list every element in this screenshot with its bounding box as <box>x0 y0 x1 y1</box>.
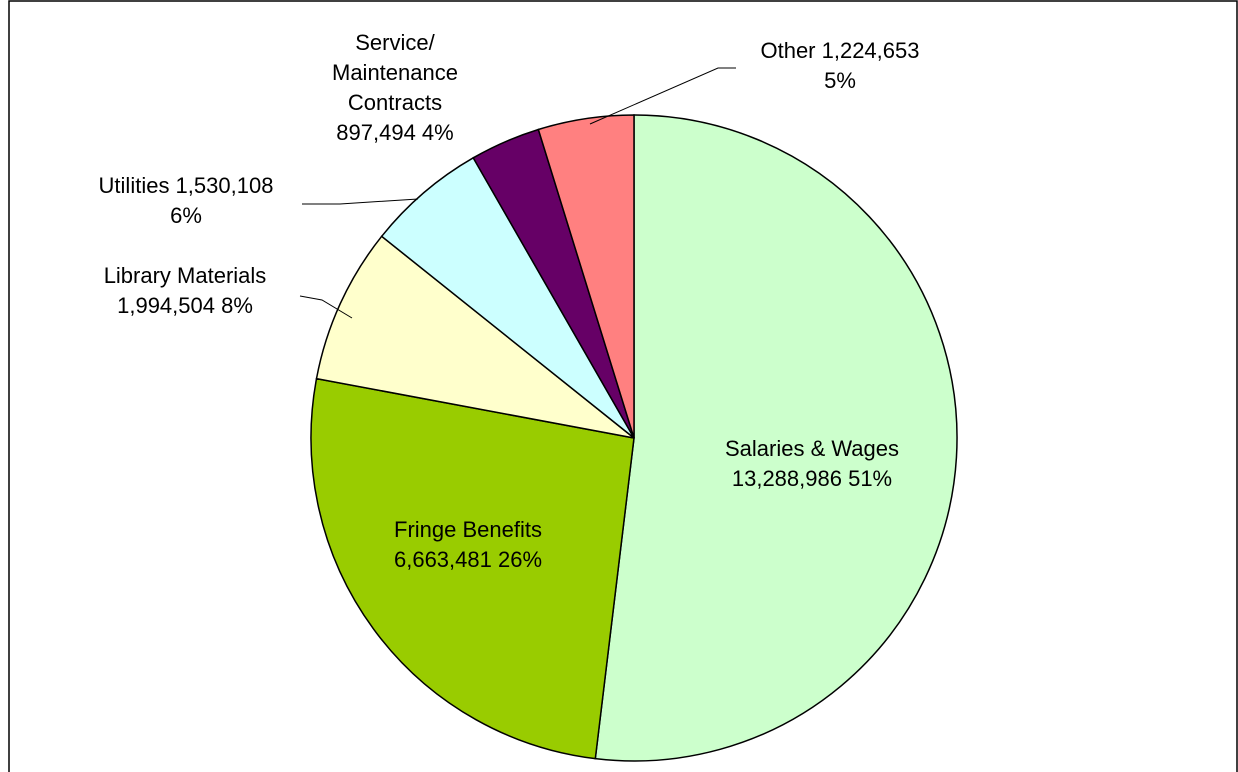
label-line-utilities: 6% <box>170 203 202 228</box>
slice-labels: Salaries & Wages 13,288,986 51% Fringe Ben… <box>99 30 920 572</box>
label-line-salaries-wages: 13,288,986 51% <box>732 466 892 491</box>
label-other: Other 1,224,653 5% <box>760 38 919 93</box>
label-line-salaries-wages: Salaries & Wages <box>725 436 899 461</box>
slice-utilities <box>380 156 635 439</box>
label-line-service-maintenance: Contracts <box>348 90 442 115</box>
label-line-service-maintenance: Service/ <box>355 30 435 55</box>
pie-slices <box>310 114 958 762</box>
label-line-other: 5% <box>824 68 856 93</box>
label-line-service-maintenance: 897,494 4% <box>336 120 453 145</box>
label-line-library-materials: Library Materials <box>104 263 267 288</box>
chart-frame <box>8 0 1238 772</box>
label-fringe-benefits: Fringe Benefits 6,663,481 26% <box>394 517 542 572</box>
label-line-fringe-benefits: 6,663,481 26% <box>394 547 542 572</box>
slice-library-materials <box>315 235 635 439</box>
label-service-maintenance: Service/Maintenance Contracts 897,494 4% <box>332 30 458 145</box>
slice-other <box>537 114 635 439</box>
label-salaries-wages: Salaries & Wages 13,288,986 51% <box>725 436 899 491</box>
leader-line-utilities <box>302 198 419 205</box>
label-line-service-maintenance: Maintenance <box>332 60 458 85</box>
label-line-fringe-benefits: Fringe Benefits <box>394 517 542 542</box>
leader-line-library-materials <box>299 295 353 319</box>
leader-lines <box>299 67 736 319</box>
label-utilities: Utilities 1,530,108 6% <box>99 173 274 228</box>
slice-salaries-wages <box>594 114 958 762</box>
label-line-other: Other 1,224,653 <box>760 38 919 63</box>
label-line-utilities: Utilities 1,530,108 <box>99 173 274 198</box>
leader-line-other <box>589 67 736 125</box>
label-line-library-materials: 1,994,504 8% <box>117 293 253 318</box>
label-library-materials: Library Materials 1,994,504 8% <box>104 263 267 318</box>
slice-fringe-benefits <box>310 377 635 760</box>
